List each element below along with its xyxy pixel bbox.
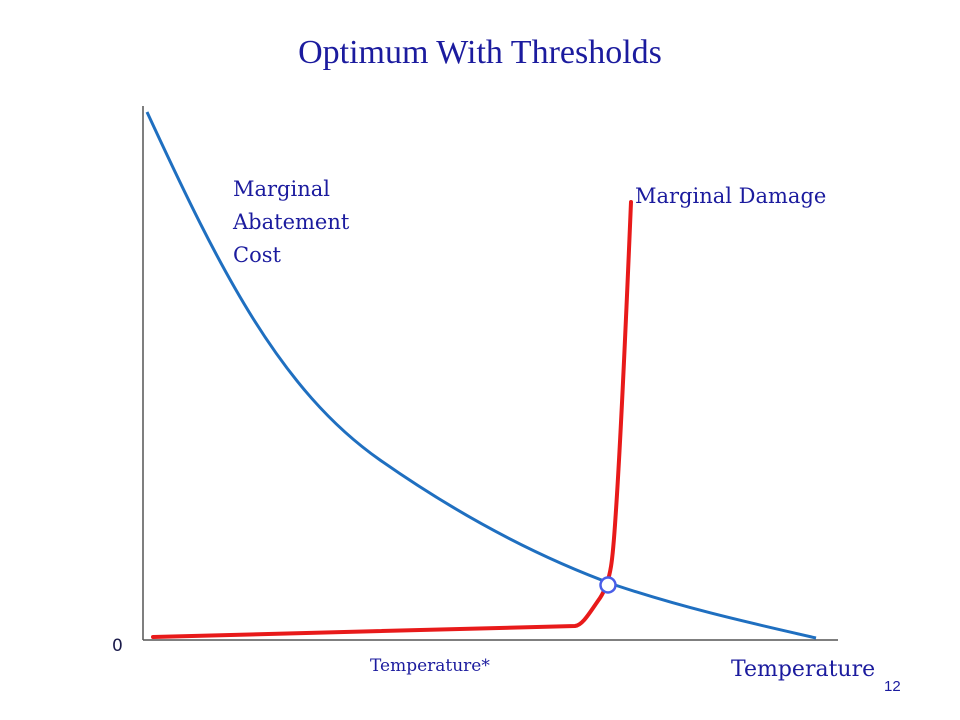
origin-label: 0 [112,636,123,656]
temperature-axis-label: Temperature [731,657,876,682]
mac-label-line-3: Cost [233,243,281,267]
marginal-damage-label: Marginal Damage [635,184,827,208]
marginal-abatement-cost-curve [145,111,817,640]
temperature-star-label: Temperature* [370,656,490,676]
slide-title: Optimum With Thresholds [298,34,662,71]
optimum-point-marker [599,576,617,594]
mac-label-line-1: Marginal [233,177,330,201]
marginal-abatement-cost-label: Marginal Abatement Cost [233,173,349,272]
marginal-damage-curve [151,200,633,639]
slide-number: 12 [884,678,901,695]
mac-label-line-2: Abatement [233,210,350,234]
